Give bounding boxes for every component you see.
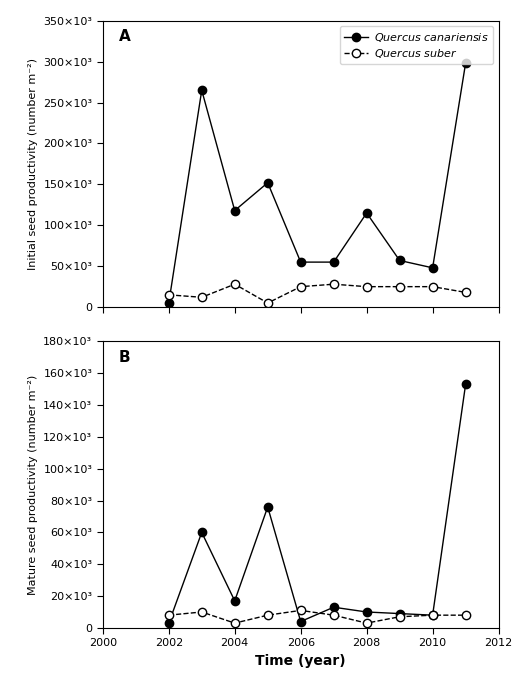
Text: A: A: [119, 29, 131, 44]
Y-axis label: Initial seed productivity (number m⁻²): Initial seed productivity (number m⁻²): [28, 58, 38, 270]
Y-axis label: Mature seed productivity (number m⁻²): Mature seed productivity (number m⁻²): [28, 375, 38, 595]
Text: B: B: [119, 350, 130, 365]
X-axis label: Time (year): Time (year): [255, 654, 346, 668]
Legend: $\it{Quercus\ canariensis}$, $\it{Quercus\ suber}$: $\it{Quercus\ canariensis}$, $\it{Quercu…: [340, 26, 493, 64]
